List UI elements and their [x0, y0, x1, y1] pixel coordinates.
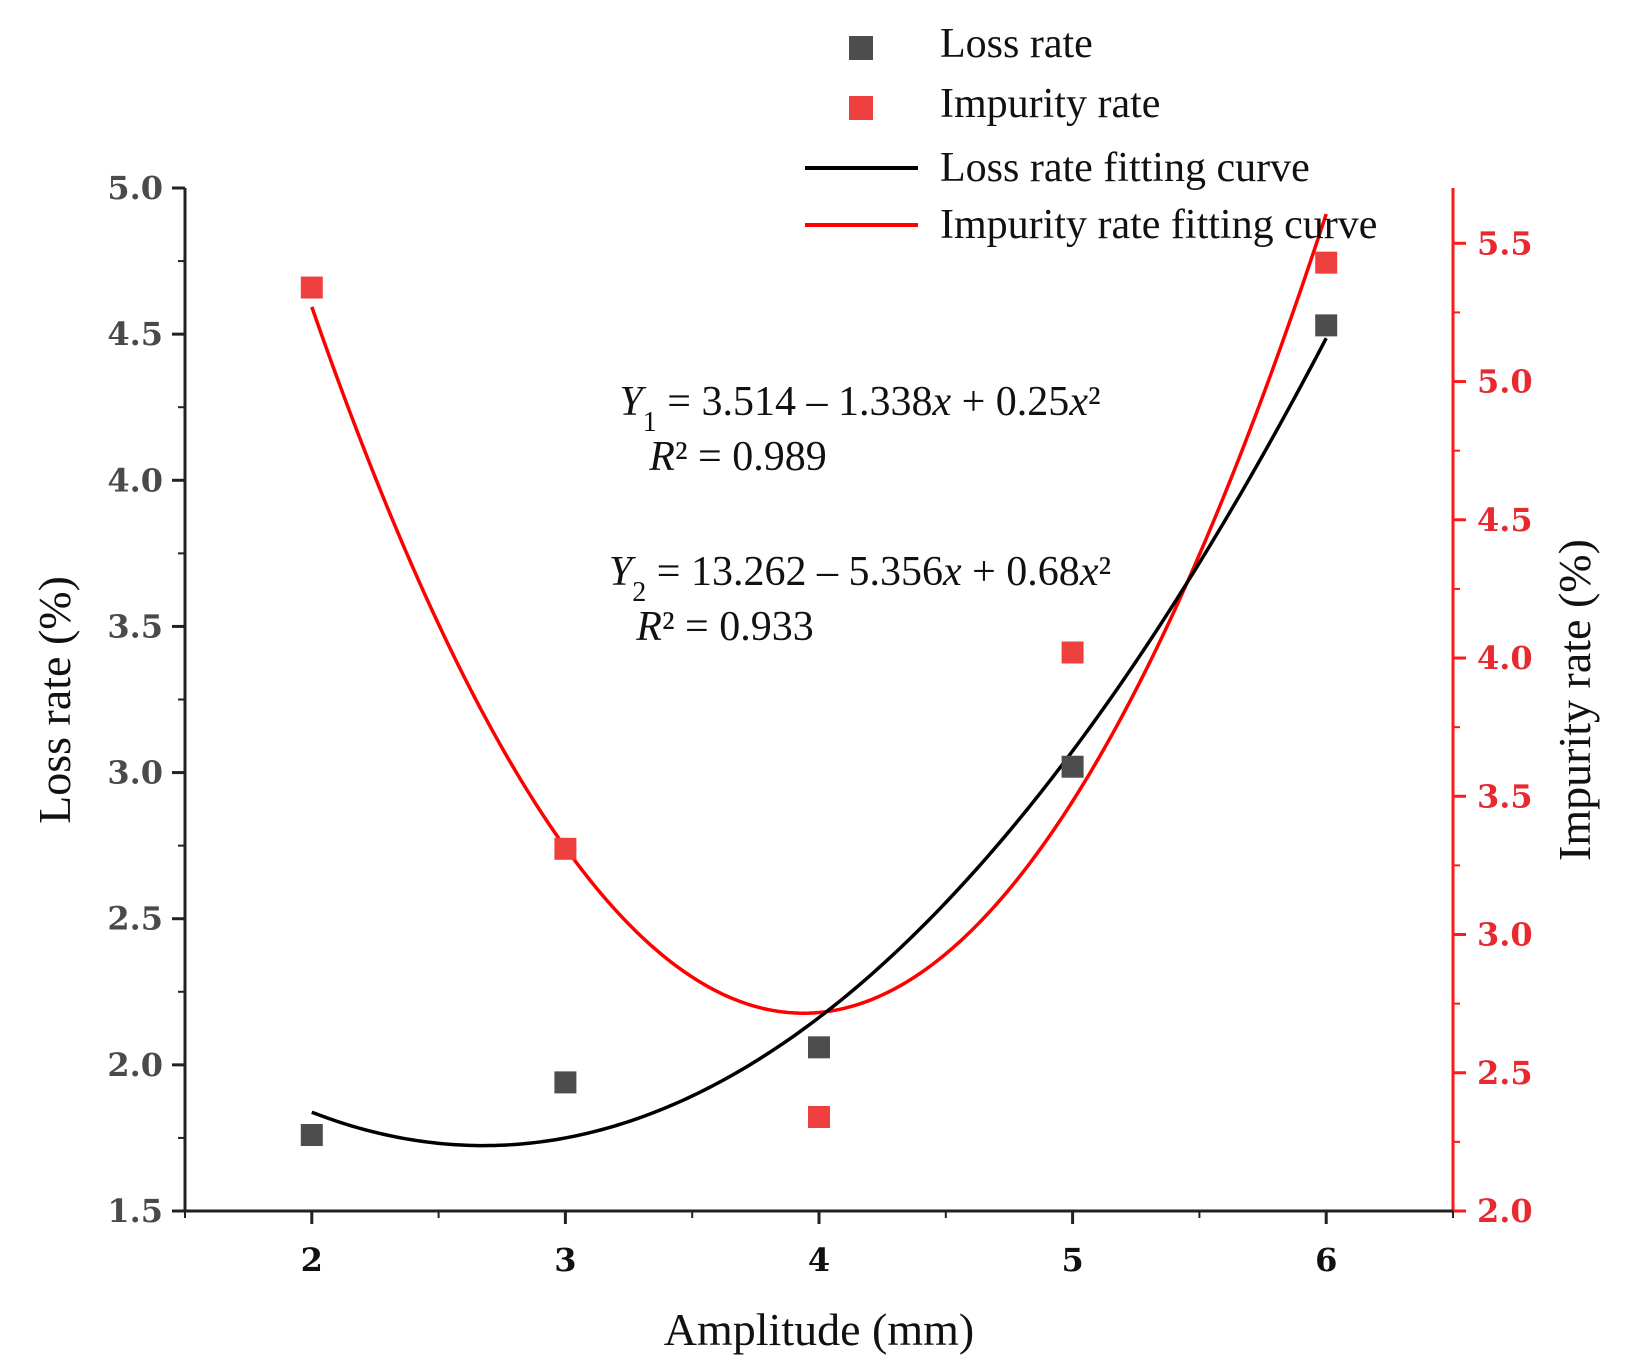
- x-axis-title: Amplitude (mm): [664, 1304, 974, 1355]
- left-tick-label: 3.0: [107, 754, 163, 792]
- x-ticks: 2 3 4 5 6: [184, 1211, 1454, 1279]
- equation-1: Y1 = 3.514 – 1.338x + 0.25x²: [619, 379, 1100, 438]
- left-tick-label: 5.0: [107, 169, 163, 207]
- impurity-rate-point: [554, 837, 577, 860]
- x-tick-label: 4: [808, 1241, 830, 1279]
- equation-2: Y2 = 13.262 – 5.356x + 0.68x²: [609, 549, 1111, 608]
- legend-label-loss-rate: Loss rate: [940, 21, 1093, 67]
- data-points: [300, 251, 1338, 1147]
- loss-rate-point: [1315, 314, 1338, 337]
- impurity-rate-fitting-curve: [310, 213, 1328, 1015]
- legend-marker-impurity-rate: [849, 96, 873, 120]
- right-tick-label: 5.0: [1477, 363, 1533, 401]
- right-tick-label: 5.5: [1477, 224, 1533, 262]
- right-tick-label: 3.5: [1477, 777, 1533, 815]
- legend-marker-loss-rate: [849, 36, 873, 60]
- x-tick-label: 6: [1315, 1241, 1337, 1279]
- impurity-rate-point: [1315, 251, 1338, 274]
- left-tick-label: 1.5: [107, 1192, 163, 1230]
- left-y-axis-title: Loss rate (%): [29, 576, 80, 824]
- right-y-ticks: 2.0 2.5 3.0 3.5 4.0 4.5 5.0 5.5: [1453, 224, 1533, 1230]
- right-tick-label: 2.0: [1477, 1192, 1533, 1230]
- left-tick-label: 3.5: [107, 607, 163, 645]
- left-y-ticks: 1.5 2.0 2.5 3.0 3.5 4.0 4.5 5.0: [107, 169, 185, 1230]
- impurity-rate-point: [808, 1105, 830, 1128]
- impurity-rate-point: [1061, 641, 1084, 664]
- legend-label-loss-fit: Loss rate fitting curve: [940, 145, 1310, 191]
- legend: Loss rate Impurity rate Loss rate fittin…: [805, 21, 1377, 248]
- right-tick-label: 2.5: [1477, 1054, 1533, 1092]
- x-tick-label: 3: [554, 1241, 576, 1279]
- loss-rate-fitting-curve: [311, 337, 1328, 1148]
- left-tick-label: 4.0: [107, 461, 163, 499]
- equation-1-r2: R² = 0.989: [648, 434, 826, 480]
- left-tick-label: 4.5: [107, 315, 163, 353]
- right-tick-label: 3.0: [1477, 916, 1533, 954]
- loss-rate-point: [1061, 755, 1084, 778]
- x-tick-label: 5: [1061, 1241, 1083, 1279]
- equation-2-r2: R² = 0.933: [635, 604, 813, 650]
- loss-rate-point: [808, 1036, 830, 1059]
- impurity-rate-point: [300, 276, 323, 299]
- loss-rate-point: [300, 1124, 323, 1147]
- legend-label-impurity-fit: Impurity rate fitting curve: [940, 202, 1377, 248]
- right-tick-label: 4.0: [1477, 639, 1533, 677]
- legend-label-impurity-rate: Impurity rate: [940, 81, 1160, 127]
- right-y-axis-title: Impurity rate (%): [1549, 539, 1600, 861]
- x-tick-label: 2: [301, 1241, 323, 1279]
- loss-rate-point: [554, 1071, 577, 1094]
- left-tick-label: 2.5: [107, 900, 163, 938]
- left-tick-label: 2.0: [107, 1046, 163, 1084]
- right-tick-label: 4.5: [1477, 501, 1533, 539]
